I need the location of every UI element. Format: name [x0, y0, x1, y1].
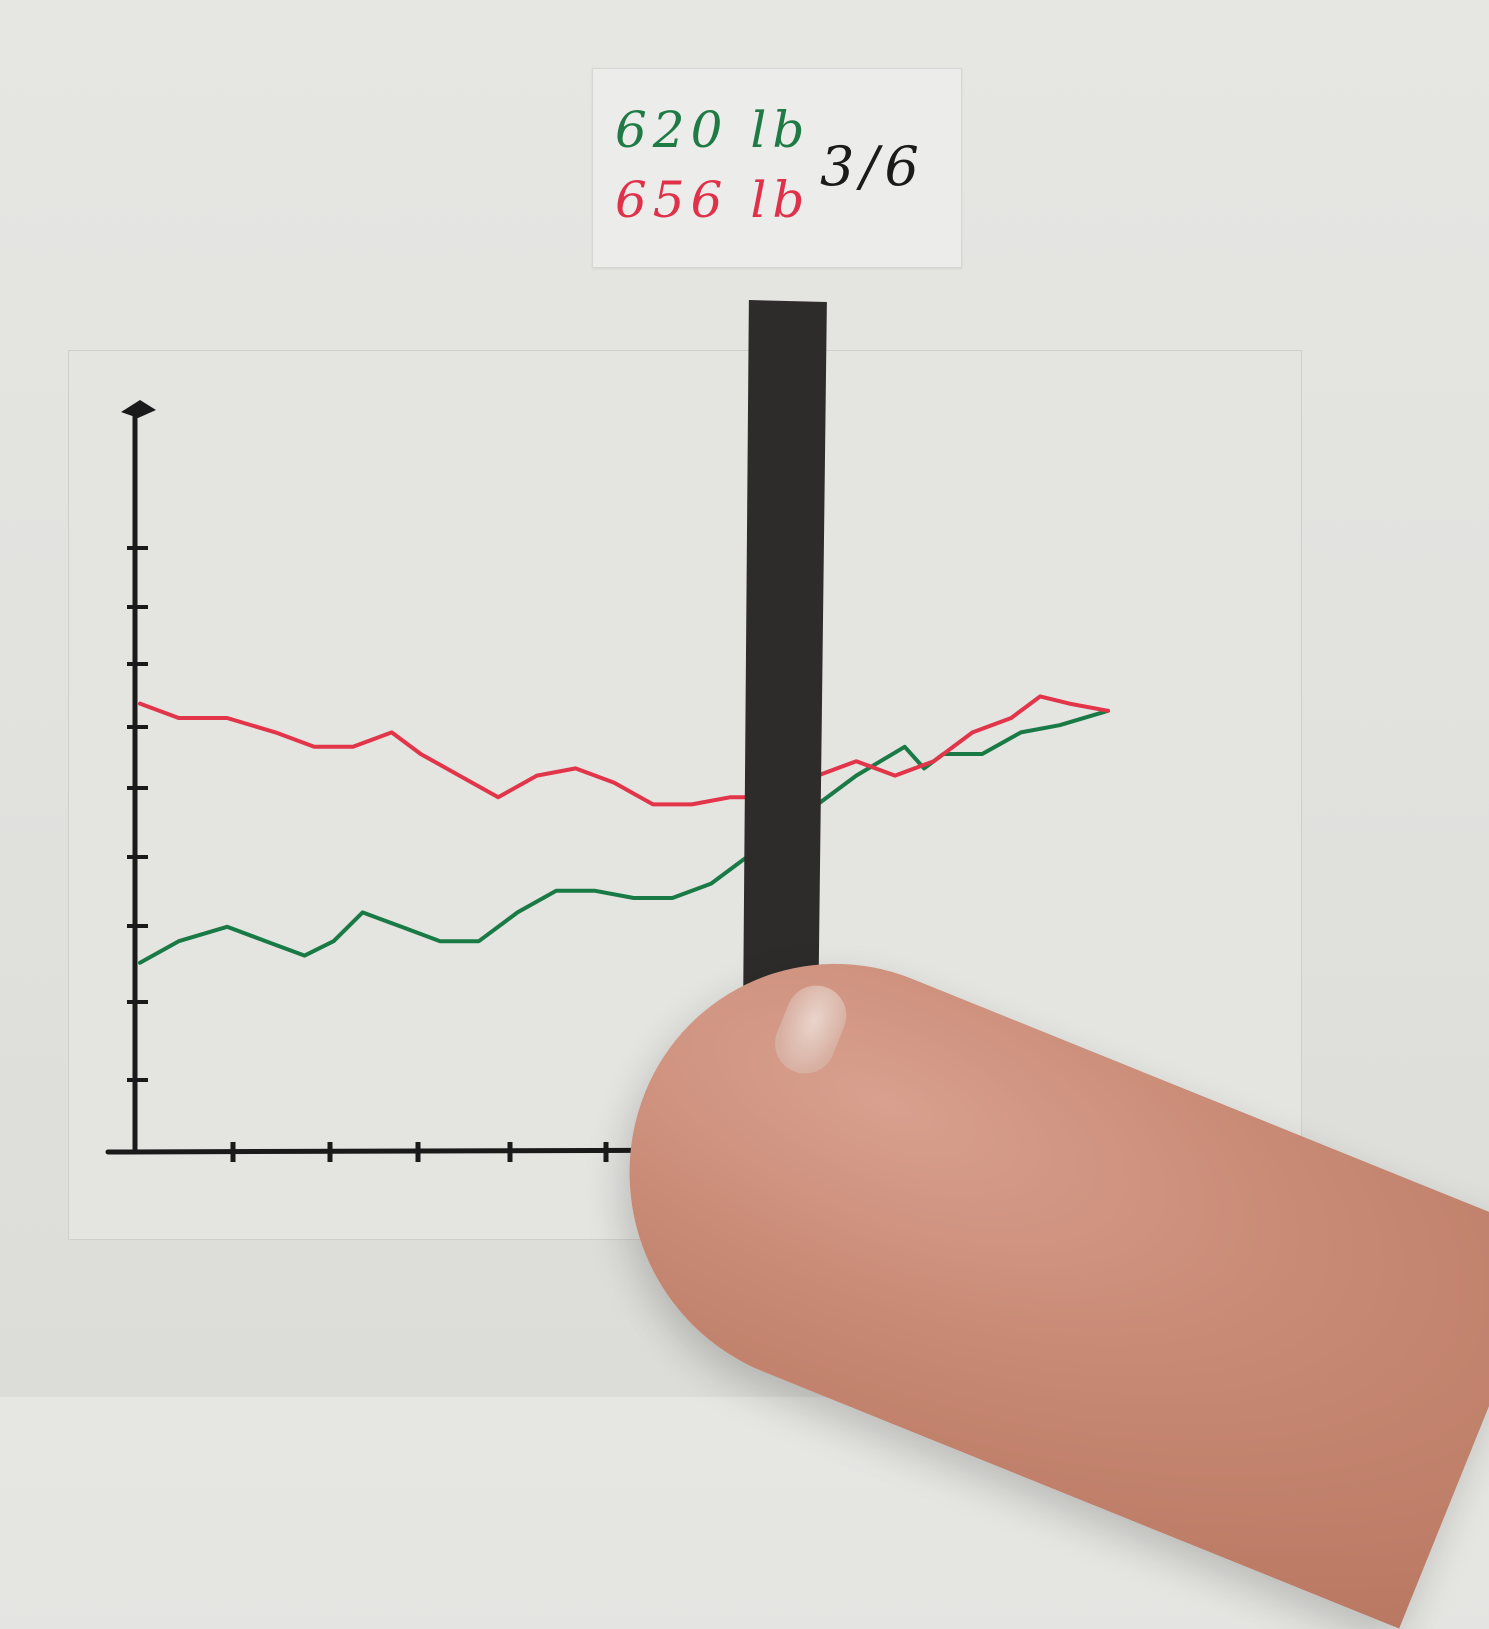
green-series-line	[138, 708, 1110, 965]
red-series-value: 656 lb	[615, 171, 811, 229]
red-series-line	[138, 694, 1110, 807]
fingernail	[766, 976, 856, 1083]
trial-progress: 3/6	[820, 135, 925, 198]
y-axis-arrow	[121, 400, 156, 418]
green-series-value: 620 lb	[615, 101, 811, 159]
value-card	[592, 68, 962, 268]
